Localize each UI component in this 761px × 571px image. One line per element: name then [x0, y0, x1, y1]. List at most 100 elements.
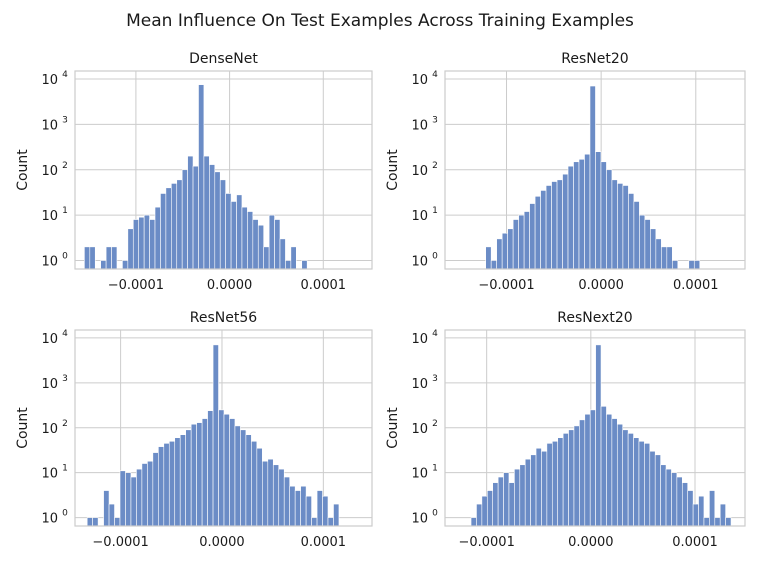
histogram-bar: [573, 425, 580, 527]
y-tick-exponent: 1: [62, 464, 68, 474]
histogram-bar: [650, 228, 657, 270]
x-tick-label: 0.0000: [568, 535, 614, 550]
histogram-bar: [207, 410, 214, 527]
y-axis-label: Count: [385, 407, 401, 449]
histogram-bar: [660, 464, 667, 527]
histogram-bar: [666, 246, 673, 270]
histogram-bar: [672, 260, 679, 270]
histogram-bar: [725, 517, 732, 527]
y-axis-label: Count: [385, 149, 401, 191]
y-tick-label: 10: [41, 118, 58, 133]
histogram-bar: [639, 214, 646, 270]
histogram-bar: [540, 190, 547, 270]
x-tick-label: −0.0001: [478, 278, 534, 293]
histogram-bar: [108, 503, 115, 527]
histogram-bar: [225, 193, 232, 270]
histogram-bar: [125, 472, 132, 527]
subplot-title: ResNet20: [561, 51, 628, 67]
x-tick-label: −0.0001: [458, 535, 514, 550]
histogram-bar: [138, 216, 145, 270]
subplot-title: ResNet56: [190, 310, 257, 326]
histogram-bar: [508, 482, 515, 527]
histogram-bar: [263, 246, 270, 270]
histogram-bar: [698, 495, 705, 527]
histogram-bar: [470, 517, 477, 527]
axes-frame: [444, 70, 746, 270]
histogram-bar: [600, 406, 607, 527]
histogram-bar: [333, 503, 340, 527]
histogram-bar: [198, 84, 205, 270]
histogram-bar: [171, 183, 178, 270]
histogram-bar: [229, 418, 236, 527]
histogram-bar: [617, 183, 624, 270]
histogram-bar: [278, 468, 285, 527]
histogram-bar: [218, 409, 225, 527]
histogram-bar: [168, 440, 176, 527]
histogram-bar: [579, 419, 586, 527]
histogram-bar: [272, 464, 280, 527]
histogram-bar: [512, 219, 519, 270]
histogram-bar: [501, 232, 508, 270]
histogram-bar: [152, 452, 159, 527]
y-tick-label: 10: [411, 209, 428, 224]
histogram-bar: [633, 201, 640, 270]
histogram-bar: [649, 450, 656, 527]
histogram-bar: [103, 490, 110, 527]
histogram-bar: [611, 179, 618, 270]
histogram-bar: [519, 464, 526, 527]
y-axis-label: Count: [15, 407, 31, 449]
histogram-bar: [89, 246, 96, 270]
y-tick-exponent: 3: [432, 374, 438, 384]
histogram-bar: [305, 495, 312, 527]
histogram-bar: [245, 434, 252, 527]
subplot-title: ResNext20: [557, 310, 632, 326]
y-tick-exponent: 4: [62, 70, 68, 80]
histogram-bar: [86, 517, 93, 527]
y-tick-exponent: 1: [432, 464, 438, 474]
y-tick-label: 10: [411, 118, 428, 133]
histogram-bar: [578, 158, 585, 270]
y-tick-label: 10: [41, 422, 58, 437]
y-tick-exponent: 2: [62, 161, 68, 171]
histogram-bar: [654, 454, 661, 527]
y-tick-exponent: 1: [432, 206, 438, 216]
histogram-bar: [507, 228, 514, 270]
histogram-bar: [573, 161, 580, 270]
histogram-bar: [136, 468, 143, 527]
histogram-bar: [600, 161, 607, 270]
figure-title: Mean Influence On Test Examples Across T…: [126, 11, 634, 31]
histogram-bar: [476, 503, 483, 527]
y-tick-label: 10: [41, 209, 58, 224]
histogram-bar: [247, 211, 254, 270]
histogram-bar: [290, 246, 297, 270]
histogram-bar: [545, 185, 552, 270]
x-tick-label: 0.0001: [301, 535, 347, 550]
histogram-bar: [638, 440, 645, 527]
y-tick-label: 10: [411, 422, 428, 437]
histogram-bar: [181, 169, 188, 270]
histogram-bar: [165, 187, 172, 270]
histogram-bar: [665, 468, 672, 527]
histogram-bar: [589, 409, 596, 527]
x-tick-label: 0.0000: [199, 535, 245, 550]
histogram-bar: [283, 476, 290, 527]
y-tick-label: 10: [411, 255, 428, 270]
x-tick-label: −0.0001: [92, 535, 148, 550]
histogram-bar: [633, 437, 640, 527]
y-tick-label: 10: [411, 332, 428, 347]
histogram-bar: [481, 495, 488, 527]
histogram-bar: [154, 206, 161, 270]
histogram-bar: [676, 476, 683, 527]
histogram-bar: [529, 203, 536, 270]
y-tick-exponent: 3: [62, 115, 68, 125]
histogram-bar: [568, 429, 575, 527]
y-tick-exponent: 1: [62, 206, 68, 216]
subplot-resnext20: ResNext20 −0.0001 0.0000 0.0001 10 0 10 1 10 2 10 3…: [385, 310, 746, 550]
histogram-bar: [241, 206, 248, 270]
histogram-bar: [201, 418, 208, 527]
histogram-bar: [141, 463, 148, 527]
